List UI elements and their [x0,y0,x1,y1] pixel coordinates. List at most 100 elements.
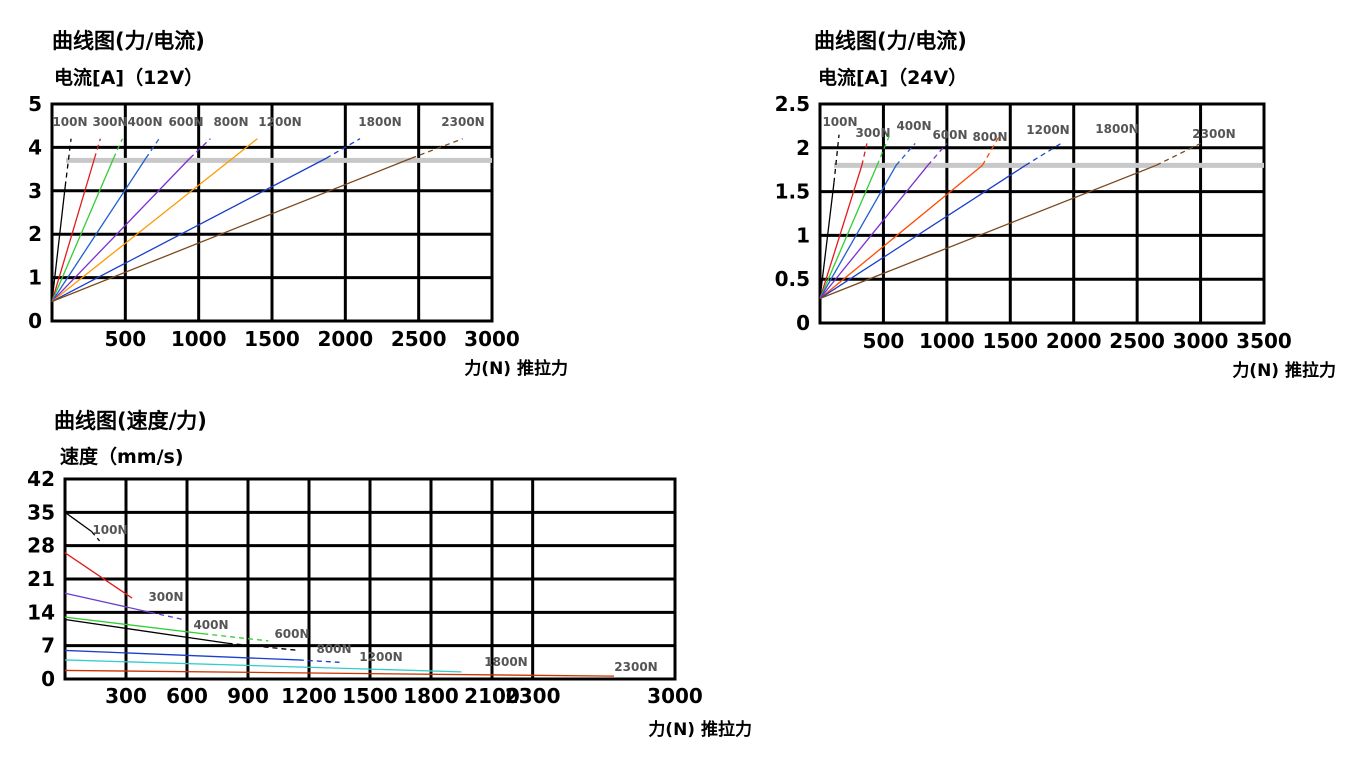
x-tick-label: 1500 [342,684,398,708]
series-line-dashed-800N [189,138,211,159]
series-label-600N: 600N [274,627,309,641]
series-line-dashed-400N [150,611,184,621]
series-line-800N [819,164,929,299]
y-axis-label: 电流[A]（24V） [818,66,967,89]
series-line-1800N [64,659,462,673]
y-tick-label: 0 [796,311,810,335]
x-tick-label: 3000 [464,327,520,351]
series-line-400N [64,592,151,613]
series-line-1200N [51,138,258,302]
series-line-dashed-400N [876,134,891,166]
series-line-1800N [819,164,1026,300]
series-label-2300N: 2300N [614,660,657,674]
series-label-400N: 400N [193,618,228,632]
series-line-dashed-1200N [298,659,340,663]
series-line-300N [819,165,863,299]
x-tick-label: 1000 [171,327,227,351]
y-tick-label: 3 [28,179,42,203]
series-line-1200N [819,164,983,299]
x-tick-label: 600 [166,684,208,708]
series-line-300N [51,158,96,302]
y-tick-label: 7 [41,634,55,658]
y-tick-label: 42 [27,467,55,491]
series-line-dashed-400N [113,138,123,159]
y-tick-label: 2.5 [775,92,810,116]
series-line-dashed-800N [927,142,948,166]
y-tick-label: 28 [27,534,55,558]
series-line-dashed-300N [861,143,868,166]
y-tick-label: 2 [796,136,810,160]
y-tick-label: 5 [28,92,42,116]
series-label-2300N: 2300N [1192,127,1235,141]
series-line-dashed-600N [895,142,916,166]
series-line-600N [51,157,147,302]
x-tick-label: 2100 [464,684,520,708]
y-tick-label: 2 [28,222,42,246]
series-line-dashed-600N [203,633,269,642]
x-tick-label: 2000 [317,327,373,351]
series-label-1800N: 1800N [358,115,401,129]
x-tick-label: 2300 [505,684,561,708]
series-label-1200N: 1200N [359,650,402,664]
series-line-dashed-100N [64,138,72,187]
series-line-dashed-1200N [981,134,1001,166]
series-label-1200N: 1200N [258,115,301,129]
series-line-dashed-300N [93,138,102,159]
series-line-dashed-100N [833,134,840,183]
x-tick-label: 1000 [919,329,975,353]
series-line-2300N [819,164,1157,300]
series-label-100N: 100N [822,115,857,129]
chart-2: 曲线图(力/电流) 电流[A]（24V） 0 0.5 1 1.5 2 2.5 500 1000 15… [775,29,1336,381]
series-line-600N [819,164,897,299]
x-tick-label: 1800 [403,684,459,708]
x-tick-label: 2500 [1109,329,1165,353]
y-tick-label: 0 [28,309,42,333]
series-label-300N: 300N [92,115,127,129]
x-tick-label: 1500 [982,329,1038,353]
series-label-400N: 400N [127,115,162,129]
series-label-600N: 600N [168,115,203,129]
series-line-1800N [51,157,327,303]
x-tick-label: 1200 [281,684,337,708]
chart-title: 曲线图(速度/力) [54,409,207,433]
series-line-dashed-800N [227,642,299,652]
chart-title: 曲线图(力/电流) [52,29,205,53]
series-label-400N: 400N [896,119,931,133]
series-line-2300N [64,669,615,677]
series-label-300N: 300N [855,126,890,140]
series-label-1800N: 1800N [1095,122,1138,136]
series-line-2300N [51,157,412,303]
x-tick-label: 1500 [244,327,300,351]
x-axis-label: 力(N) 推拉力 [464,358,568,379]
chart-title: 曲线图(力/电流) [814,29,967,53]
series-line-400N [819,165,878,299]
series-line-100N [64,511,92,532]
series-line-1200N [64,649,299,661]
x-tick-label: 2500 [391,327,447,351]
series-line-dashed-600N [145,138,160,159]
series-label-2300N: 2300N [441,115,484,129]
series-label-600N: 600N [932,128,967,142]
y-tick-label: 21 [27,567,55,591]
plot-frame [818,102,1266,325]
x-axis-label: 力(N) 推拉力 [1232,360,1336,381]
series-line-800N [51,157,191,302]
series-label-800N: 800N [316,642,351,656]
series-line-dashed-2300N [411,138,463,159]
y-tick-label: 1 [28,266,42,290]
y-tick-label: 35 [27,500,55,524]
series-line-dashed-1800N [1025,142,1062,166]
series-label-1200N: 1200N [1026,123,1069,137]
x-tick-label: 500 [104,327,146,351]
series-line-100N [819,182,835,299]
x-tick-label: 3000 [647,684,703,708]
series-label-300N: 300N [148,590,183,604]
y-tick-label: 1.5 [775,180,810,204]
series-line-400N [51,157,115,302]
chart-1: 曲线图(力/电流) 电流[A]（12V） 0 1 2 3 4 5 500 1000 1500 2000… [28,29,568,379]
y-tick-label: 4 [28,135,42,159]
series-line-dashed-1800N [325,138,361,159]
series-label-800N: 800N [972,130,1007,144]
x-tick-label: 900 [227,684,269,708]
